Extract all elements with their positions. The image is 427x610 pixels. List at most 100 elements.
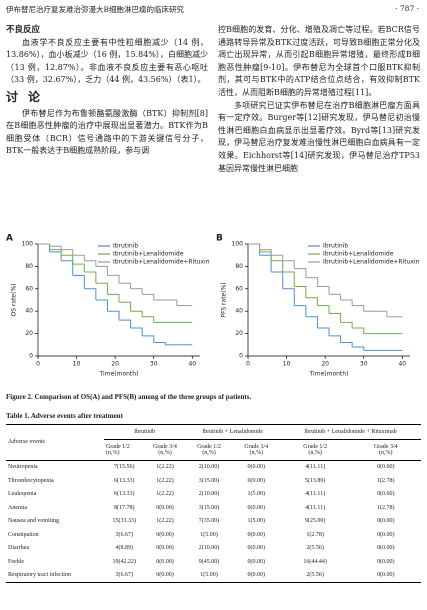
x-tick-label: 0 bbox=[246, 361, 250, 368]
curve-segment bbox=[259, 249, 272, 256]
curve-segment bbox=[352, 305, 365, 312]
curve-segment bbox=[271, 271, 284, 289]
table-cell: 3(15.00) bbox=[198, 504, 220, 511]
curve-segment bbox=[294, 286, 307, 298]
curve-segment bbox=[61, 249, 74, 256]
paragraph: 伊布替尼作为布鲁顿酪氨酸激酶（BTK）抑制剂[8]在B细胞恶性肿瘤的治疗中展现出… bbox=[6, 108, 208, 156]
grade: Grade 1/2 bbox=[197, 443, 221, 450]
table-cell: 5(13.89) bbox=[304, 477, 326, 484]
section-heading: 不良反应 bbox=[6, 25, 41, 35]
y-tick-label: 40 bbox=[25, 308, 33, 315]
curve-segment bbox=[305, 297, 318, 306]
curve-segment bbox=[38, 243, 51, 250]
table-row: Leukopenia 6(13.33) 1(2.22) 2(10.00) 1(5.00)… bbox=[6, 488, 421, 502]
table-cell: Grade 3/4 (n,%) bbox=[144, 439, 186, 461]
curve-segment bbox=[84, 271, 97, 284]
curve-segment bbox=[317, 305, 330, 314]
table-cell: 0(0.00) bbox=[350, 568, 421, 583]
curve-segment bbox=[352, 327, 365, 334]
x-tick-label: 30 bbox=[150, 361, 158, 368]
table-cell: Neutropenia bbox=[8, 464, 38, 471]
table-cell: Ibrutinib + Lenalidomide bbox=[185, 424, 280, 440]
y-tick-label: 0 bbox=[29, 353, 33, 360]
table-row: Respiratory tract infection 3(6.67) 0(0.00… bbox=[6, 568, 421, 583]
table-row: Nausea and vomiting 15(33.33) 1(2.22) 7(35.… bbox=[6, 515, 421, 529]
curve-segment bbox=[282, 288, 295, 306]
table-cell: 8(17.78) bbox=[114, 504, 135, 511]
y-tick-label: 60 bbox=[235, 285, 243, 292]
curve-segment bbox=[38, 243, 51, 247]
curve-segment bbox=[248, 243, 261, 256]
paragraph: 控B细胞的发育、分化、增殖及凋亡等过程。若BCR信号通路转导异常及BTK过度活跃… bbox=[218, 25, 420, 97]
y-tick-label: 80 bbox=[235, 263, 243, 270]
table-cell: Grade 3/4 (n,%) bbox=[232, 439, 280, 461]
curve-segment bbox=[49, 251, 62, 261]
unit: (n,%) bbox=[308, 449, 322, 456]
curve-segment bbox=[130, 327, 143, 336]
table-cell: 1(5.00) bbox=[247, 518, 266, 525]
table-cell: Thrombocytopenia bbox=[8, 477, 54, 484]
table-cell: 1(2.22) bbox=[156, 464, 174, 471]
unit: (n,%) bbox=[158, 449, 172, 456]
table-cell: 16(44.44) bbox=[303, 558, 327, 565]
curve-segment bbox=[375, 310, 388, 317]
curve-segment bbox=[107, 310, 120, 321]
table-cell: Ibrutinib bbox=[103, 424, 186, 440]
table-cell: Ibrutinib + Lenalidomide + Rituximab bbox=[279, 424, 421, 440]
grade: Grade 3/4 bbox=[153, 443, 177, 450]
unit: (n,%) bbox=[202, 449, 216, 456]
table-cell: Respiratory tract infection bbox=[6, 568, 104, 583]
table-cell: Feeble bbox=[8, 558, 24, 565]
table-row: Diarrhea 4(8.89) 0(0.00) 2(10.00) 0(0.00) 2(5… bbox=[6, 542, 421, 556]
section-heading: 讨论 bbox=[6, 89, 51, 104]
y-axis-label: OS rate(%) bbox=[11, 283, 18, 316]
table-row: Anemia 8(17.78) 0(0.00) 3(15.00) 0(0.00) 4(11… bbox=[6, 501, 421, 515]
curve-segment bbox=[329, 335, 342, 343]
curve-segment bbox=[142, 335, 155, 343]
unit: (n,%) bbox=[249, 449, 264, 456]
chart: B 0 20 40 60 80 100 0 10 20 30 40 Time(month) PFS rat… bbox=[216, 234, 419, 378]
curve-segment bbox=[119, 319, 132, 328]
table-row: Constipation 3(6.67) 0(0.00) 1(5.00) 0(0.00)… bbox=[6, 528, 421, 542]
table-cell: 0(0.00) bbox=[156, 504, 174, 511]
x-axis-label: Time(month) bbox=[99, 371, 139, 378]
table-cell: 9(25.00) bbox=[304, 518, 326, 525]
table-cell: Grade 1/2 (n,%) bbox=[185, 439, 233, 461]
y-tick-label: 40 bbox=[235, 308, 243, 315]
table-cell: 1(2.78) bbox=[376, 477, 395, 484]
table-row: Thrombocytopenia 6(13.33) 1(2.22) 3(15.00) 0… bbox=[6, 474, 421, 488]
table-cell: 2(10.00) bbox=[198, 545, 220, 552]
y-tick-label: 0 bbox=[239, 353, 243, 360]
curve-segment bbox=[305, 277, 318, 287]
table-cell: 0(0.00) bbox=[247, 464, 266, 471]
legend-label: Ibrutinib bbox=[113, 243, 138, 250]
table-cell: 1(5.00) bbox=[200, 531, 218, 538]
table-cell: 2(5.56) bbox=[279, 568, 351, 583]
table-cell: 1(5.00) bbox=[247, 491, 266, 498]
table-cell: 2(5.56) bbox=[306, 545, 324, 552]
table-cell: Leukopenia bbox=[8, 491, 37, 498]
table-cell: 4(11.11) bbox=[305, 504, 326, 511]
running-title: 伊布替尼治疗复发难治弥漫大B细胞淋巴瘤的临床研究 bbox=[6, 5, 185, 14]
table-row: Feeble 19(42.22) 0(0.00) 9(45.00) 0(0.00) 16(… bbox=[6, 555, 421, 569]
curve-segment bbox=[282, 260, 295, 269]
table: Adverse events Ibrutinib Ibrutinib + Lenal… bbox=[6, 424, 421, 583]
table-cell: 2(10.00) bbox=[198, 464, 220, 471]
x-axis-label: Time(month) bbox=[309, 371, 349, 378]
table-cell: 0(0.00) bbox=[247, 477, 266, 484]
legend-label: Ibrutinib+Lenalidomide bbox=[113, 251, 184, 258]
grade: Grade 3/4 bbox=[373, 443, 398, 450]
curve-segment bbox=[72, 263, 85, 272]
curve-segment bbox=[352, 346, 365, 351]
table-cell: Grade 3/4 (n,%) bbox=[350, 439, 421, 461]
table-cell: 0(0.00) bbox=[156, 545, 174, 552]
x-tick-label: 40 bbox=[398, 361, 406, 368]
unit: (n,%) bbox=[105, 449, 120, 456]
curve-segment bbox=[95, 299, 108, 312]
y-tick-label: 60 bbox=[25, 285, 33, 292]
curve-segment bbox=[153, 342, 166, 345]
curve-segment bbox=[49, 249, 62, 256]
x-tick-label: 10 bbox=[283, 361, 291, 368]
table-cell: 1(2.78) bbox=[306, 531, 324, 538]
x-tick-label: 20 bbox=[321, 361, 329, 368]
